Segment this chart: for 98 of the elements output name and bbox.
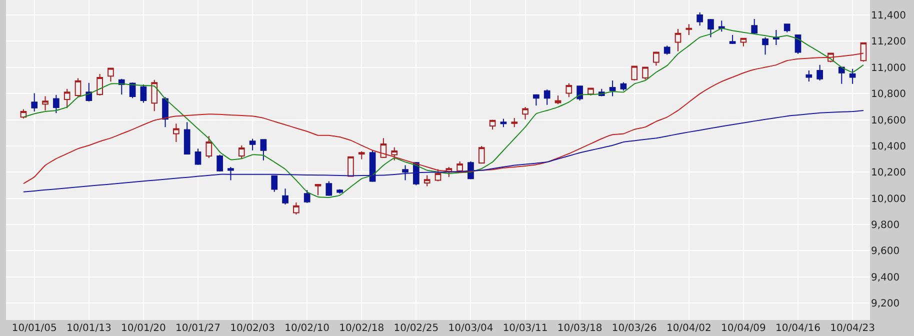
candlestick	[729, 34, 736, 44]
x-tick-label: 10/01/05	[12, 323, 57, 334]
candlestick	[31, 92, 38, 112]
candlestick	[576, 85, 583, 102]
x-tick-label: 10/02/25	[394, 323, 439, 334]
candlestick	[348, 156, 354, 177]
candlestick	[282, 188, 288, 206]
y-tick-label: 10,800	[871, 89, 906, 100]
candlestick	[686, 24, 692, 36]
candlestick	[653, 51, 660, 66]
candlestick	[74, 78, 82, 98]
candlestick	[391, 146, 398, 161]
candlestick	[718, 20, 725, 32]
candlestick	[151, 79, 158, 112]
y-tick-label: 10,000	[871, 194, 906, 205]
x-tick-label: 10/04/02	[666, 323, 712, 334]
x-tick-label: 10/03/11	[502, 323, 548, 334]
candlestick	[326, 180, 332, 196]
line-series	[22, 52, 864, 184]
candlestick	[96, 73, 103, 96]
candlestick	[620, 82, 627, 92]
candlestick	[380, 138, 387, 158]
line-series	[22, 28, 864, 198]
candlestick	[304, 190, 310, 204]
candlestick	[228, 166, 234, 181]
candlestick	[860, 42, 867, 62]
candlestick	[642, 66, 648, 80]
x-tick-label: 10/01/13	[66, 323, 112, 334]
x-tick-label: 10/02/18	[339, 323, 384, 334]
candlestick	[664, 45, 670, 56]
candlestick	[184, 122, 190, 155]
candlestick	[522, 106, 528, 120]
candlestick	[260, 139, 267, 161]
y-tick-label: 10,600	[871, 115, 906, 126]
candlestick	[86, 82, 92, 102]
candlestick	[489, 119, 496, 130]
x-tick-label: 10/02/10	[284, 323, 330, 334]
candlestick	[238, 144, 245, 160]
candlestick	[434, 168, 442, 182]
candlestick	[674, 28, 682, 52]
candlestick	[402, 164, 408, 181]
y-tick-label: 11,200	[871, 36, 906, 48]
candlestick	[609, 80, 616, 97]
candlestick	[696, 12, 703, 26]
x-tick-label: 10/01/27	[176, 323, 220, 334]
candlestick	[108, 68, 114, 82]
candlestick	[849, 68, 856, 84]
y-tick-label: 9,800	[871, 220, 900, 231]
candlestick	[751, 18, 758, 35]
candlestick	[500, 118, 507, 128]
candlestick	[424, 174, 430, 187]
x-tick-label: 10/04/23	[830, 323, 876, 334]
candlestick	[42, 96, 48, 111]
x-tick-label: 10/03/04	[448, 323, 494, 334]
candlestick	[53, 94, 60, 114]
x-tick-label: 10/02/03	[230, 323, 276, 334]
x-tick-label: 10/03/26	[612, 323, 657, 334]
y-tick-label: 9,600	[871, 246, 900, 258]
candlestick	[173, 123, 180, 142]
x-tick-label: 10/04/09	[720, 323, 766, 334]
candlestick	[293, 202, 300, 216]
candlestick	[216, 154, 223, 172]
candlestick	[194, 148, 202, 166]
x-tick-label: 10/03/18	[557, 323, 602, 334]
y-tick-label: 10,400	[871, 141, 906, 152]
candlestick	[478, 146, 485, 164]
candlestick	[816, 64, 823, 81]
candlestick	[140, 84, 147, 104]
x-tick-label: 10/01/20	[120, 323, 166, 334]
candlestick	[314, 184, 322, 196]
candlestick	[806, 70, 812, 82]
candlestick	[162, 96, 168, 128]
candlestick	[206, 135, 212, 158]
candlestick	[838, 66, 845, 84]
candlestick	[708, 18, 714, 38]
candlestick	[588, 87, 594, 96]
candlestick	[456, 160, 463, 172]
candlestick	[358, 150, 365, 160]
y-tick-label: 10,200	[871, 168, 906, 179]
candlestick	[533, 94, 540, 106]
y-tick-label: 9,400	[871, 272, 900, 284]
candlestick	[511, 118, 518, 128]
x-tick-label: 10/04/16	[776, 323, 820, 334]
candlestick	[566, 82, 572, 98]
candlestick	[762, 36, 768, 56]
y-tick-label: 11,400	[871, 10, 906, 22]
candlestick	[271, 175, 278, 192]
candlestick	[249, 138, 256, 151]
y-tick-label: 11,000	[871, 62, 906, 74]
candlestick	[784, 23, 790, 33]
candlestick	[740, 38, 747, 47]
candlestick	[773, 29, 780, 46]
candlestick	[544, 89, 550, 106]
candlestick	[336, 188, 343, 194]
candlestick	[64, 88, 70, 109]
line-series	[22, 110, 864, 192]
y-tick-label: 9,200	[871, 298, 900, 310]
candlestick	[631, 65, 638, 81]
